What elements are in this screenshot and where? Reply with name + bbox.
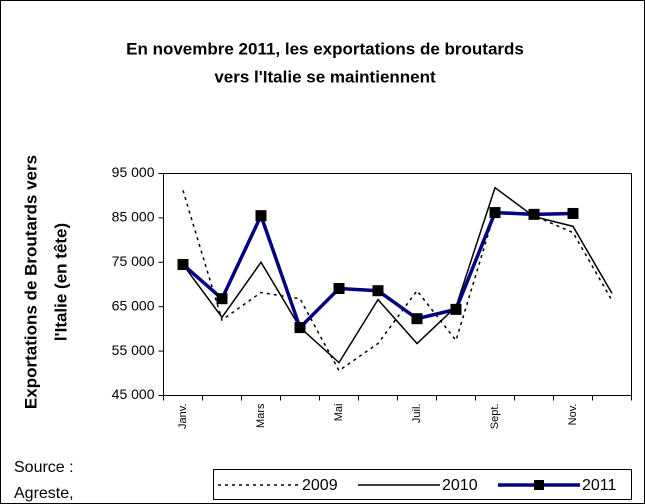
y-tick-label: 65 000 <box>112 297 155 313</box>
y-tick-label: 45 000 <box>112 386 155 402</box>
y-axis-label: Exportations de Broutards vers <box>21 155 40 409</box>
source: Source : <box>14 459 74 476</box>
y-tick-label: 75 000 <box>112 253 155 269</box>
chart-title: En novembre 2011, les exportations de br… <box>126 39 524 58</box>
series-line <box>182 190 613 372</box>
marker <box>333 282 345 294</box>
legend-label: 2009 <box>302 477 338 494</box>
x-tick-label: Juil. <box>411 404 423 424</box>
x-tick-label: Nov. <box>567 404 579 426</box>
y-tick-label: 55 000 <box>112 342 155 358</box>
y-tick-label: 85 000 <box>112 209 155 225</box>
marker <box>372 285 384 297</box>
marker <box>216 293 228 305</box>
x-tick-label: Sept. <box>489 404 501 430</box>
y-tick-label: 95 000 <box>112 164 155 180</box>
marker <box>255 210 267 222</box>
legend-label: 2011 <box>582 477 617 494</box>
x-tick-label: Mai <box>333 404 345 422</box>
source: Agreste, <box>14 485 74 502</box>
y-axis-label: l'Italie (en tête) <box>51 223 70 341</box>
marker <box>528 208 540 220</box>
x-tick-label: Janv. <box>177 404 189 429</box>
marker <box>567 207 579 219</box>
x-tick-label: Mars <box>255 403 267 428</box>
plot-area <box>163 173 632 396</box>
marker <box>489 207 501 219</box>
marker <box>411 313 423 325</box>
series-line <box>182 186 613 364</box>
marker <box>177 259 189 271</box>
chart-title: vers l'Italie se maintiennent <box>214 67 436 86</box>
marker <box>450 303 462 315</box>
legend-label: 2010 <box>442 477 478 494</box>
marker <box>294 322 306 334</box>
legend-marker <box>534 480 544 490</box>
